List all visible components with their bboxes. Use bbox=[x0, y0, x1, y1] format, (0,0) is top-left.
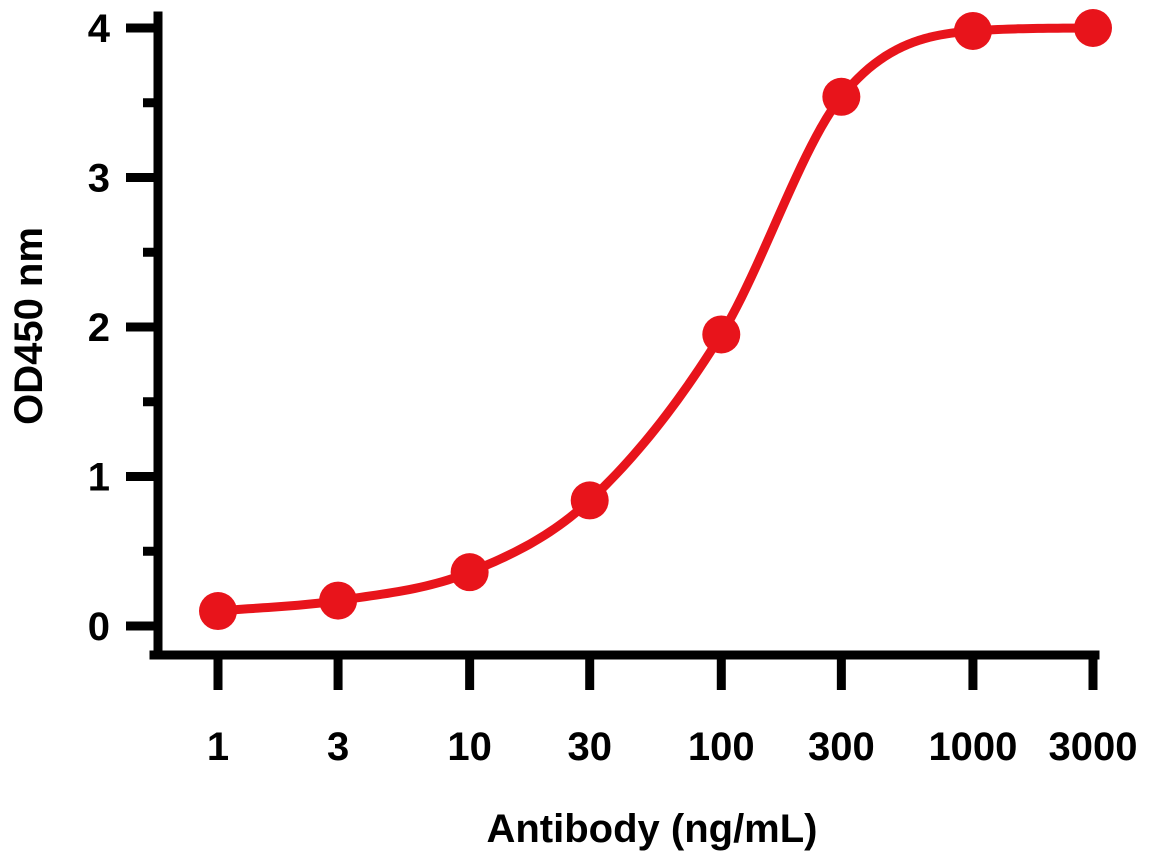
data-points bbox=[199, 9, 1112, 631]
x-tick-label: 30 bbox=[567, 725, 612, 769]
data-point bbox=[1074, 9, 1112, 47]
x-tick-label: 3 bbox=[327, 725, 349, 769]
y-tick-labels: 0 1 2 3 4 bbox=[88, 7, 111, 649]
fit-curve bbox=[213, 23, 1098, 616]
x-tick-label: 300 bbox=[808, 725, 875, 769]
y-tick-label: 4 bbox=[88, 7, 111, 51]
y-tick-label: 1 bbox=[88, 456, 110, 500]
y-tick-label: 2 bbox=[88, 306, 110, 350]
x-tick-label: 1000 bbox=[928, 725, 1017, 769]
data-point bbox=[702, 315, 741, 354]
data-point bbox=[450, 553, 489, 592]
data-point bbox=[822, 77, 861, 116]
x-tick-label: 3000 bbox=[1049, 725, 1138, 769]
data-point bbox=[199, 592, 237, 631]
y-tick-label: 3 bbox=[88, 157, 110, 201]
x-tick-labels: 1 3 10 30 100 300 1000 3000 bbox=[207, 725, 1138, 769]
x-tick-label: 100 bbox=[688, 725, 755, 769]
axes bbox=[126, 11, 1100, 690]
y-axis-ticks bbox=[126, 23, 158, 631]
data-point bbox=[953, 11, 992, 50]
data-point bbox=[319, 581, 358, 620]
y-tick-label: 0 bbox=[88, 605, 110, 649]
x-axis-ticks bbox=[213, 655, 1098, 690]
x-tick-label: 10 bbox=[447, 725, 492, 769]
x-axis-label: Antibody (ng/mL) bbox=[486, 807, 817, 851]
y-axis-label: OD450 nm bbox=[7, 227, 51, 425]
data-point bbox=[570, 481, 609, 520]
x-tick-label: 1 bbox=[207, 725, 229, 769]
